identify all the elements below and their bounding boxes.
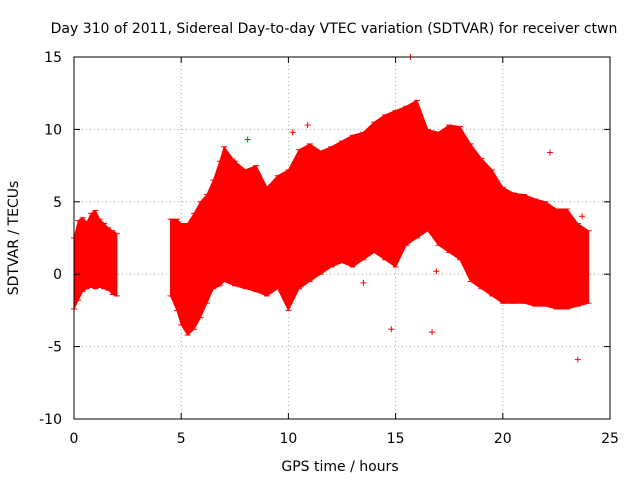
outlier-point xyxy=(429,329,436,336)
y-tick-label: 5 xyxy=(53,195,62,211)
outlier-point xyxy=(360,279,367,286)
outlier-point xyxy=(231,158,238,165)
x-tick-label: 0 xyxy=(70,431,79,447)
outlier-point xyxy=(388,326,395,333)
data-layer xyxy=(71,54,592,363)
outlier-point xyxy=(244,136,251,143)
outlier-point xyxy=(433,268,440,275)
outlier-point xyxy=(289,129,296,136)
x-tick-label: 20 xyxy=(494,431,512,447)
plot-frame xyxy=(73,56,611,420)
y-tick-label: 15 xyxy=(44,50,62,66)
tick-layer: 0 5 10 15 20 25 -10 -5 0 5 10 15 xyxy=(39,50,619,447)
x-tick-label: 25 xyxy=(601,431,619,447)
data-band-segment-2 xyxy=(170,99,590,336)
outlier-point xyxy=(304,122,311,129)
y-axis-label: SDTVAR / TECUs xyxy=(6,181,22,296)
outlier-point xyxy=(375,155,382,162)
y-tick-label: 10 xyxy=(44,122,62,138)
y-tick-label: -5 xyxy=(48,340,62,356)
x-tick-label: 10 xyxy=(279,431,297,447)
outlier-point xyxy=(574,356,581,363)
outlier-point xyxy=(281,201,288,208)
outlier-point xyxy=(546,149,553,156)
chart-title: Day 310 of 2011, Sidereal Day-to-day VTE… xyxy=(51,21,618,37)
x-axis-label: GPS time / hours xyxy=(281,459,398,475)
x-tick-label: 15 xyxy=(387,431,405,447)
y-tick-label: -10 xyxy=(39,412,62,428)
x-tick-label: 5 xyxy=(177,431,186,447)
outlier-point xyxy=(579,213,586,220)
y-tick-label: 0 xyxy=(53,267,62,283)
